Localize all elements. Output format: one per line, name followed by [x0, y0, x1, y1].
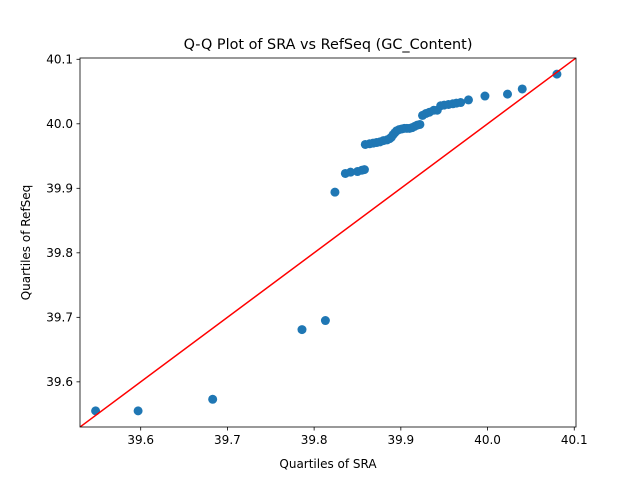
y-tick-label: 40.0	[46, 117, 73, 131]
data-point	[456, 98, 466, 108]
y-tick-label: 39.9	[46, 182, 73, 196]
x-tick-label: 39.7	[214, 433, 241, 447]
data-point	[133, 406, 143, 416]
x-tick-label: 40.1	[561, 433, 588, 447]
data-point	[503, 89, 512, 99]
data-point	[415, 119, 425, 129]
data-point	[463, 95, 473, 105]
plot-frame	[79, 57, 577, 428]
x-tick-label: 39.8	[301, 433, 328, 447]
data-point	[330, 187, 340, 197]
data-points	[91, 69, 562, 416]
data-point	[297, 325, 307, 335]
y-tick-label: 39.7	[46, 311, 73, 325]
y-tick-label: 40.1	[46, 53, 73, 67]
axis-ticks: 39.6 39.7 39.8 39.9 40.0 40.1 39.6 39.7 39.8 39.9…	[46, 53, 587, 447]
plot-area	[80, 58, 576, 427]
data-point	[320, 316, 330, 326]
x-tick-label: 39.6	[127, 433, 154, 447]
x-tick-label: 39.9	[387, 433, 414, 447]
data-point	[359, 165, 369, 175]
reference-line	[80, 58, 576, 427]
data-point	[552, 69, 562, 79]
y-tick-label: 39.8	[46, 246, 73, 260]
y-axis-label: Quartiles of RefSeq	[19, 185, 33, 301]
x-axis-label: Quartiles of SRA	[279, 457, 377, 471]
data-point	[517, 84, 527, 94]
data-point	[480, 91, 490, 101]
x-tick-label: 40.0	[474, 433, 501, 447]
y-tick-label: 39.6	[46, 375, 73, 389]
chart-title: Q-Q Plot of SRA vs RefSeq (GC_Content)	[184, 37, 473, 53]
data-point	[346, 167, 356, 177]
data-point	[208, 394, 218, 404]
data-point	[91, 406, 101, 416]
